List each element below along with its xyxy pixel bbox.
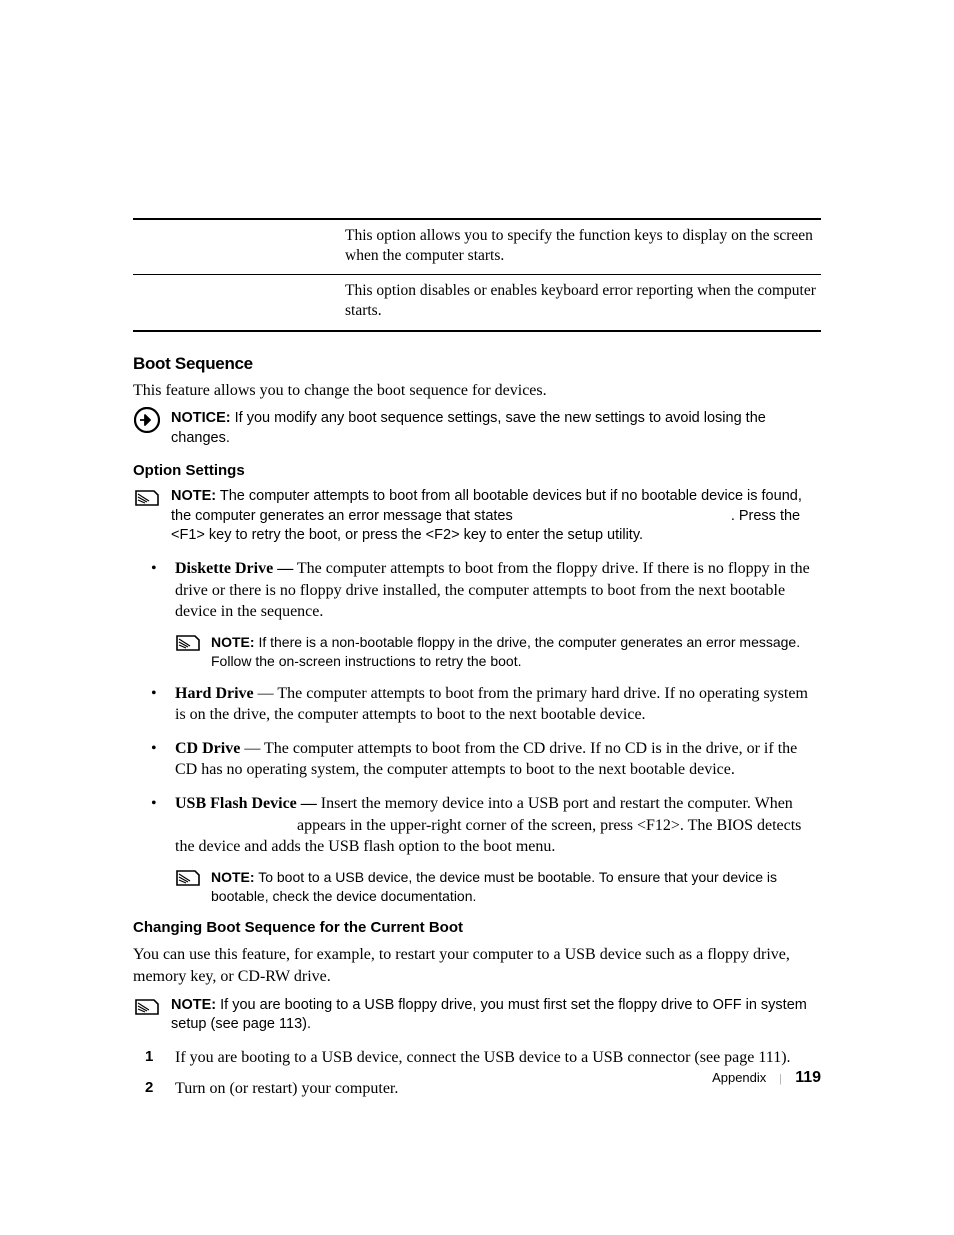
nested-note-text: NOTE: To boot to a USB device, the devic… [211,868,821,906]
step-item: If you are booting to a USB device, conn… [133,1047,821,1069]
footer-separator: | [780,1071,782,1085]
note-label: NOTE: [171,997,216,1013]
nested-note: NOTE: To boot to a USB device, the devic… [175,868,821,906]
option-term: Diskette Drive — [175,560,293,577]
notice-text: NOTICE: If you modify any boot sequence … [171,409,821,448]
option-term: USB Flash Device — [175,795,317,812]
note-callout: NOTE: If you are booting to a USB floppy… [133,996,821,1035]
note-label: NOTE: [211,634,255,650]
options-table: This option allows you to specify the fu… [133,218,821,332]
notice-icon [133,409,161,431]
page-footer: Appendix | 119 [712,1069,821,1087]
note-text: NOTE: The computer attempts to boot from… [171,487,821,546]
table-row: This option allows you to specify the fu… [133,220,821,275]
note-body: If there is a non-bootable floppy in the… [211,634,800,669]
note-icon [133,487,161,509]
note-label: NOTE: [171,488,216,504]
table-row: This option disables or enables keyboard… [133,275,821,331]
list-item: USB Flash Device — Insert the memory dev… [133,793,821,906]
notice-label: NOTICE: [171,410,231,426]
notice-callout: NOTICE: If you modify any boot sequence … [133,409,821,448]
option-text: The computer attempts to boot from the C… [175,740,797,779]
note-icon [175,868,201,888]
changing-heading: Changing Boot Sequence for the Current B… [133,919,821,936]
option-settings-heading: Option Settings [133,462,821,479]
note-icon [175,633,201,653]
note-body: If you are booting to a USB floppy drive… [171,997,807,1033]
document-page: This option allows you to specify the fu… [0,0,954,1235]
list-item: Hard Drive — The computer attempts to bo… [133,683,821,726]
option-term: Hard Drive [175,685,254,702]
list-item: Diskette Drive — The computer attempts t… [133,558,821,671]
footer-page-number: 119 [795,1069,821,1086]
notice-body: If you modify any boot sequence settings… [171,410,766,446]
option-text-b: appears in the upper-right corner of the… [175,817,801,856]
note-callout: NOTE: The computer attempts to boot from… [133,487,821,546]
option-text-a: Insert the memory device into a USB port… [321,795,793,812]
note-body: To boot to a USB device, the device must… [211,869,777,904]
list-item: CD Drive — The computer attempts to boot… [133,738,821,781]
nested-note-text: NOTE: If there is a non-bootable floppy … [211,633,821,671]
table-cell-text: This option allows you to specify the fu… [345,227,813,264]
option-dash: — [240,740,264,757]
note-label: NOTE: [211,869,255,885]
note-icon [133,996,161,1018]
footer-section: Appendix [712,1070,766,1085]
section-heading-boot-sequence: Boot Sequence [133,354,821,374]
section-intro: This feature allows you to change the bo… [133,380,821,402]
option-list: Diskette Drive — The computer attempts t… [133,558,821,906]
note-text: NOTE: If you are booting to a USB floppy… [171,996,821,1035]
option-dash: — [254,685,278,702]
table-cell-text: This option disables or enables keyboard… [345,282,816,319]
note-part1: The computer attempts to boot from all b… [171,488,802,524]
option-term: CD Drive [175,740,240,757]
nested-note: NOTE: If there is a non-bootable floppy … [175,633,821,671]
changing-para: You can use this feature, for example, t… [133,944,821,987]
